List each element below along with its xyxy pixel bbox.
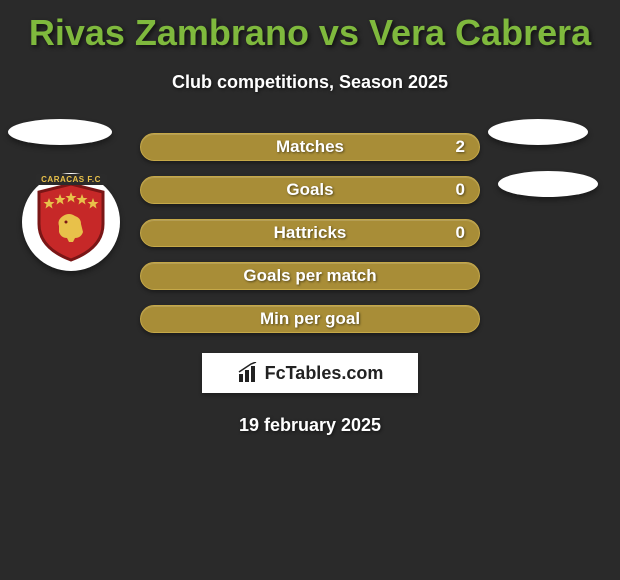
stat-label: Min per goal — [141, 309, 479, 329]
player-right-oval-2 — [498, 171, 598, 197]
stat-value: 0 — [456, 180, 465, 200]
player-right-oval-1 — [488, 119, 588, 145]
stat-rows: Matches 2 Goals 0 Hattricks 0 Goals per … — [140, 133, 480, 333]
page-title: Rivas Zambrano vs Vera Cabrera — [0, 0, 620, 54]
club-logo-left: CARACAS F.C — [22, 173, 120, 271]
subtitle: Club competitions, Season 2025 — [0, 72, 620, 93]
stat-label: Hattricks — [141, 223, 479, 243]
club-logo-circle: CARACAS F.C — [22, 173, 120, 271]
brand-box: FcTables.com — [202, 353, 418, 393]
brand-text: FcTables.com — [265, 363, 384, 384]
shield-icon — [33, 180, 109, 264]
stat-row: Goals 0 — [140, 176, 480, 204]
club-banner: CARACAS F.C — [35, 174, 107, 185]
stat-row: Goals per match — [140, 262, 480, 290]
comparison-content: CARACAS F.C — [0, 133, 620, 436]
stat-value: 2 — [456, 137, 465, 157]
player-left-oval — [8, 119, 112, 145]
stat-label: Goals — [141, 180, 479, 200]
stat-value: 0 — [456, 223, 465, 243]
stat-label: Goals per match — [141, 266, 479, 286]
stat-row: Min per goal — [140, 305, 480, 333]
stat-label: Matches — [141, 137, 479, 157]
club-shield: CARACAS F.C — [33, 180, 109, 264]
date-text: 19 february 2025 — [0, 415, 620, 436]
stat-row: Hattricks 0 — [140, 219, 480, 247]
chart-icon — [237, 362, 259, 384]
stat-row: Matches 2 — [140, 133, 480, 161]
